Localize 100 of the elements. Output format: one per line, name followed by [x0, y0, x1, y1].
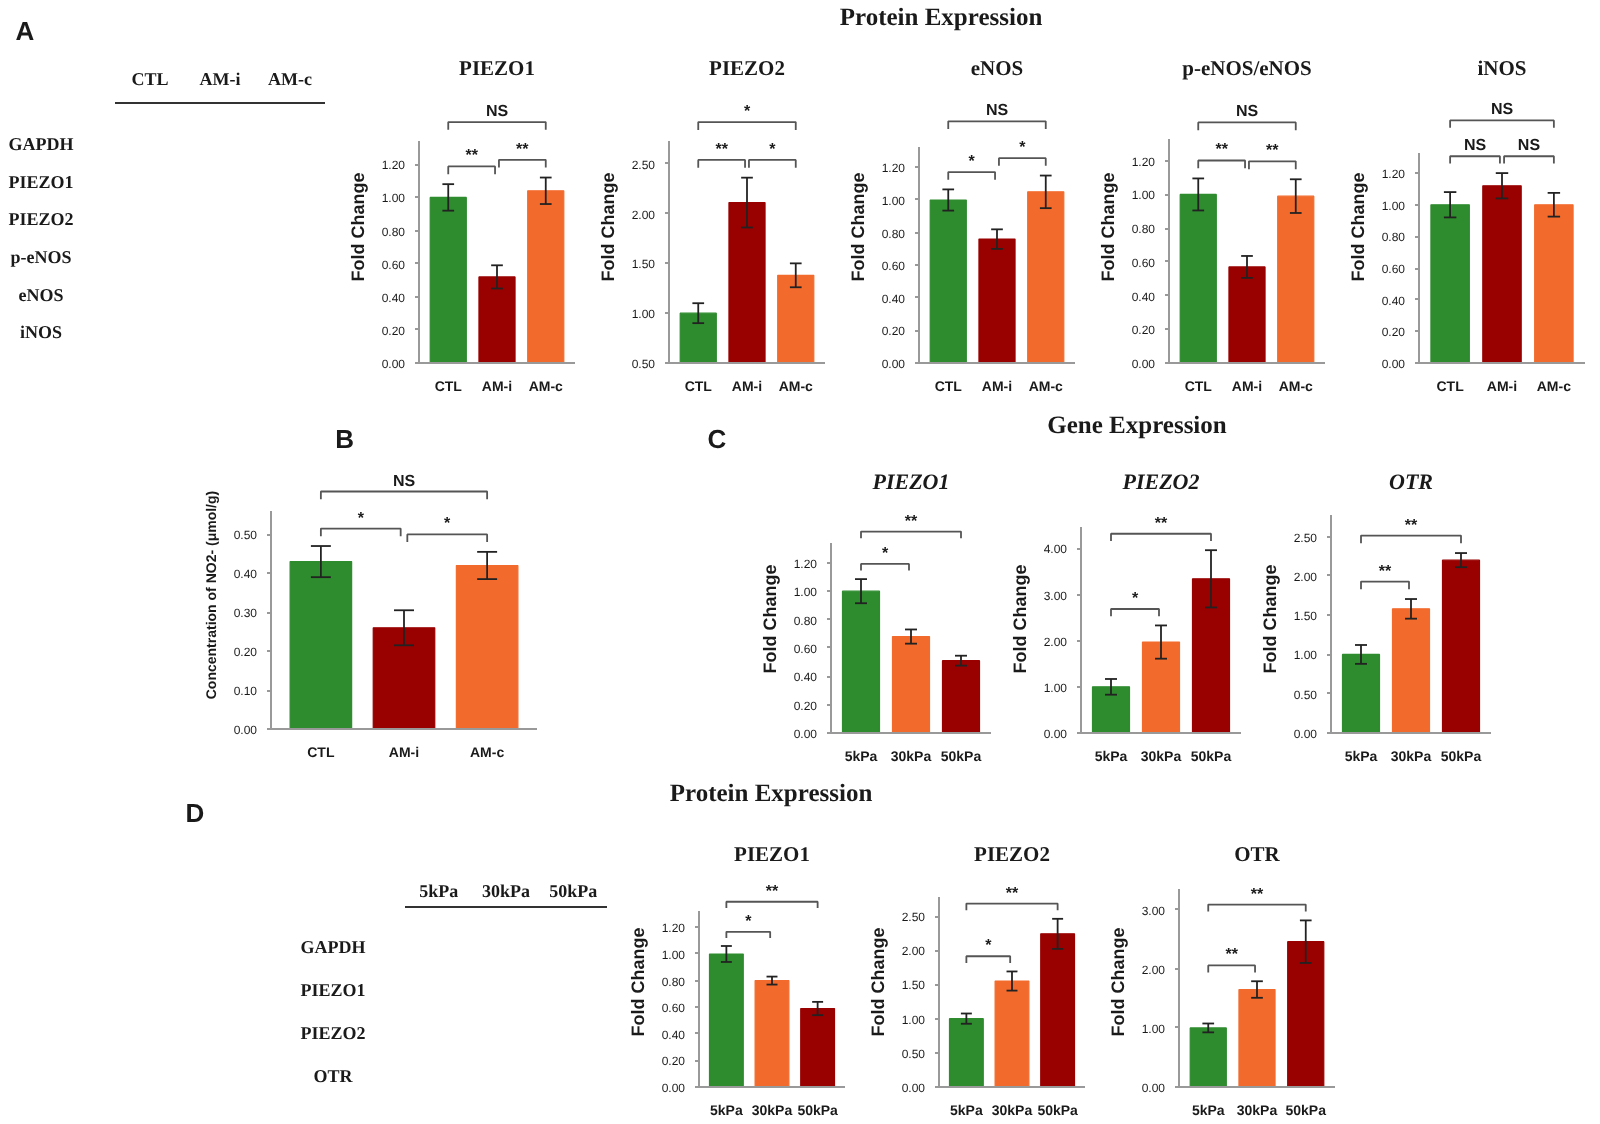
- bar: [1228, 266, 1266, 363]
- bar: [1141, 641, 1181, 733]
- category-label: PIEZO1: [8, 171, 74, 192]
- chart-title: OTR: [1389, 471, 1433, 495]
- y-axis-title: Fold Change: [1107, 927, 1128, 1037]
- bar: [455, 564, 519, 729]
- bar: [948, 1018, 984, 1087]
- category-label: AM-i: [199, 69, 242, 89]
- category-label: eNOS: [18, 284, 64, 305]
- bar: [841, 590, 881, 733]
- bar: [1189, 1027, 1227, 1087]
- annotation: *: [444, 514, 453, 533]
- text: C: [707, 424, 728, 454]
- y-axis-title: Fold Change: [847, 172, 868, 282]
- y-axis-title: Fold Change: [867, 927, 888, 1037]
- annotation: **: [1215, 140, 1230, 159]
- chart-title: eNOS: [970, 59, 1024, 81]
- annotation: NS: [1517, 136, 1542, 155]
- bar: [708, 953, 744, 1087]
- y-axis-title: Fold Change: [759, 564, 780, 674]
- bar: [978, 238, 1016, 363]
- text: NS: [985, 101, 1010, 120]
- category-label: iNOS: [19, 322, 63, 343]
- bar: [1040, 933, 1076, 1087]
- text: Gene Expression: [1047, 411, 1227, 439]
- category-label: PIEZO2: [300, 1022, 366, 1043]
- annotation: *: [1131, 589, 1140, 608]
- annotation: **: [516, 139, 531, 158]
- chart-title: PIEZO1: [872, 471, 950, 495]
- category-label: 5kPa: [419, 881, 460, 901]
- annotation: *: [1019, 138, 1028, 157]
- bar: [929, 199, 967, 363]
- text: NS: [1235, 102, 1260, 121]
- category-label: OTR: [313, 1065, 353, 1086]
- chart-title: OTR: [1234, 845, 1281, 867]
- text: **: [765, 881, 780, 900]
- bar: [1287, 941, 1325, 1087]
- text: D: [185, 798, 205, 828]
- y-axis-title: Fold Change: [347, 172, 368, 282]
- text: NS: [1490, 100, 1515, 119]
- bar: [429, 196, 467, 363]
- bar: [1441, 559, 1481, 733]
- text: *: [743, 102, 752, 121]
- chart-title: PIEZO2: [709, 59, 785, 81]
- y-axis-title: Fold Change: [1009, 564, 1030, 674]
- text: Protein Expression: [839, 3, 1043, 31]
- category-label: 30kPa: [482, 881, 531, 901]
- chart-title: p-eNOS/eNOS: [1182, 59, 1313, 81]
- y-axis-title: Fold Change: [627, 927, 648, 1037]
- y-axis-title: Fold Change: [1347, 172, 1368, 282]
- annotation: *: [745, 911, 754, 930]
- bar: [1341, 653, 1381, 733]
- y-axis-title: Fold Change: [597, 172, 618, 282]
- text: NS: [485, 102, 510, 121]
- bar: [941, 660, 981, 733]
- annotation: *: [769, 139, 778, 158]
- text: A: [15, 16, 36, 46]
- bar: [1179, 193, 1217, 363]
- bar: [478, 276, 516, 363]
- text: B: [335, 424, 355, 454]
- bar: [1091, 686, 1131, 733]
- bar: [1391, 608, 1431, 733]
- text: NS: [392, 471, 417, 490]
- chart-title: PIEZO1: [459, 59, 535, 81]
- annotation: **: [1404, 515, 1419, 534]
- annotation: **: [1250, 884, 1265, 903]
- bar: [1191, 578, 1231, 733]
- category-label: PIEZO2: [8, 209, 74, 230]
- bar: [289, 561, 353, 729]
- bar: [994, 980, 1030, 1087]
- annotation: **: [1225, 945, 1240, 964]
- category-label: PIEZO1: [300, 979, 366, 1000]
- category-label: 50kPa: [549, 881, 599, 901]
- annotation: *: [881, 543, 890, 562]
- chart-title: PIEZO2: [974, 845, 1050, 867]
- bar: [372, 627, 436, 729]
- chart-title: PIEZO2: [1122, 471, 1201, 495]
- bar: [1027, 191, 1065, 363]
- y-axis-title: Fold Change: [1097, 172, 1118, 282]
- annotation: *: [968, 152, 977, 171]
- annotation: **: [465, 146, 480, 165]
- bar: [891, 635, 931, 733]
- text: **: [904, 511, 919, 530]
- annotation: **: [1154, 513, 1169, 532]
- category-label: GAPDH: [8, 133, 74, 154]
- bar: [1277, 195, 1315, 363]
- bar: [527, 190, 565, 363]
- chart-title: iNOS: [1477, 59, 1527, 81]
- annotation: **: [715, 139, 730, 158]
- category-label: GAPDH: [300, 936, 366, 957]
- category-label: CTL: [131, 69, 169, 89]
- y-axis-title: Fold Change: [1259, 564, 1280, 674]
- bar: [800, 1007, 836, 1087]
- annotation: *: [357, 508, 366, 527]
- text: Protein Expression: [669, 779, 873, 807]
- annotation: *: [985, 936, 994, 955]
- bar: [754, 979, 790, 1087]
- chart-title: PIEZO1: [734, 845, 810, 867]
- annotation: NS: [1463, 136, 1488, 155]
- annotation: **: [1266, 141, 1281, 160]
